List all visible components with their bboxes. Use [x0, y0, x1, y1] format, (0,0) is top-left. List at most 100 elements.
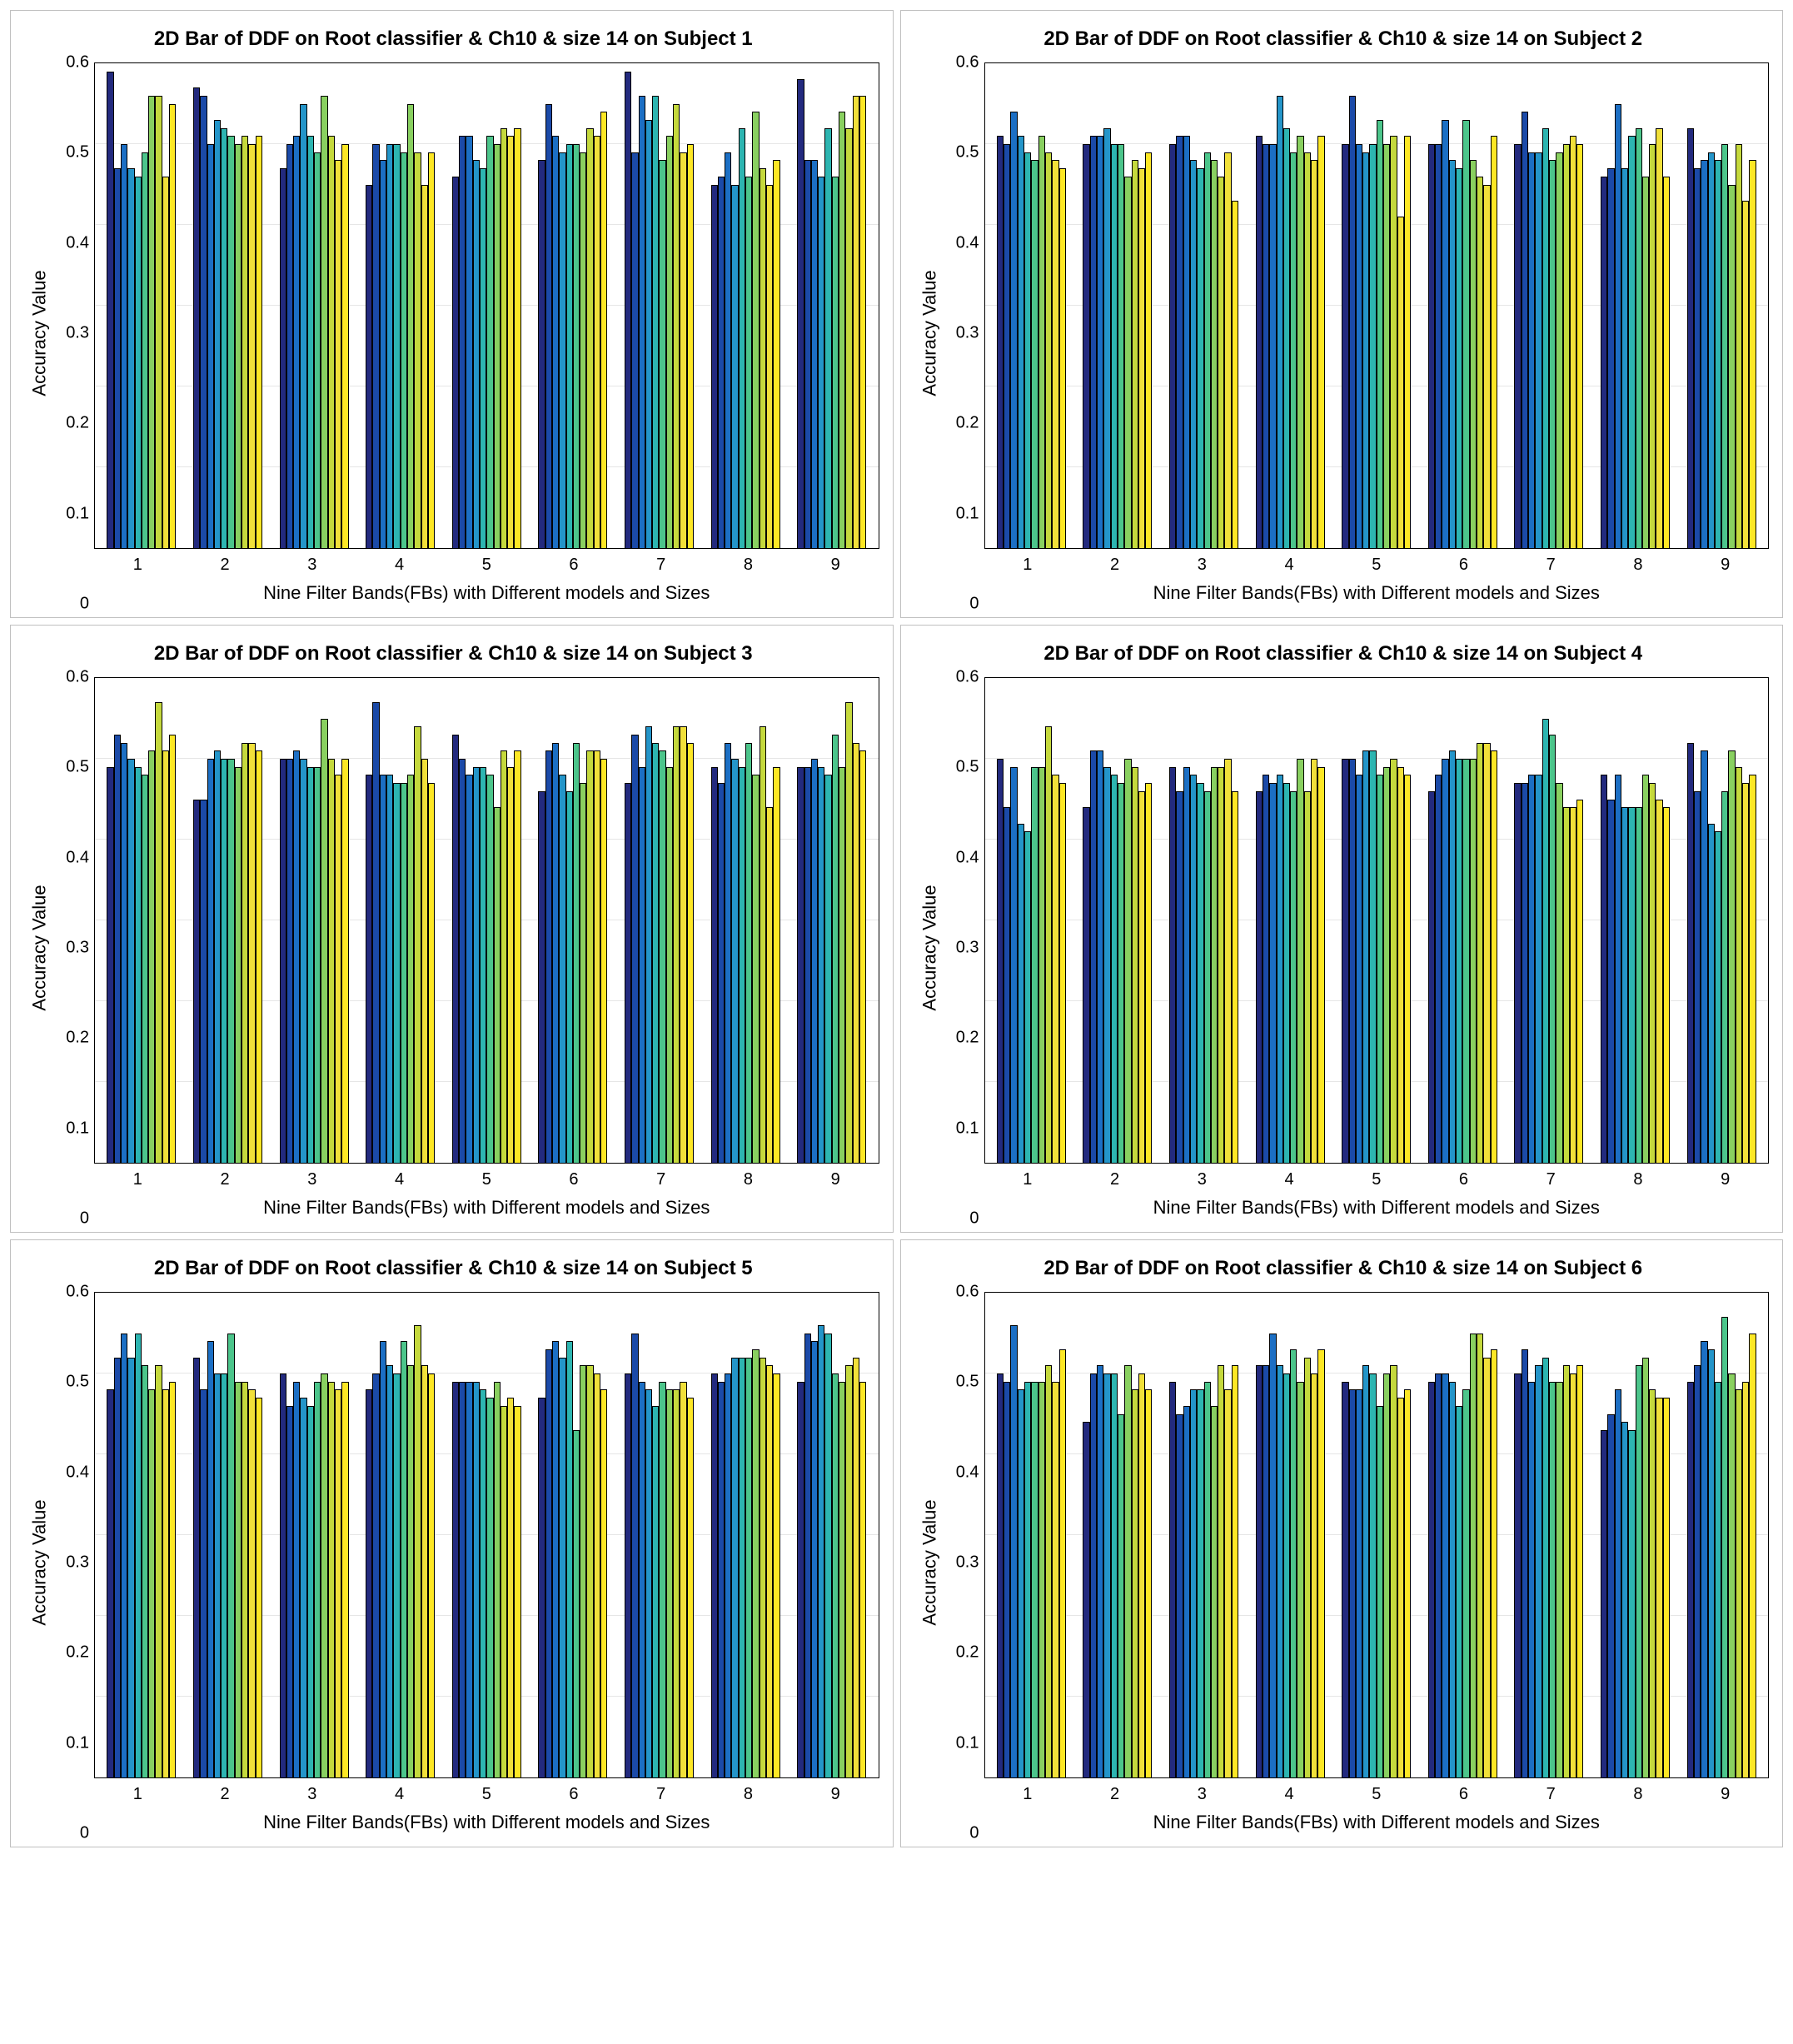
- bar: [1138, 791, 1145, 1163]
- bar: [1190, 1389, 1197, 1777]
- bar: [1103, 767, 1110, 1163]
- bar: [1362, 750, 1369, 1163]
- bar: [1428, 144, 1435, 548]
- x-axis-label: Nine Filter Bands(FBs) with Different mo…: [94, 582, 879, 604]
- subplot-panel-1: 2D Bar of DDF on Root classifier & Ch10 …: [10, 10, 894, 618]
- bar: [1263, 1365, 1269, 1777]
- bar: [853, 96, 859, 548]
- x-tick-label: 4: [395, 556, 404, 575]
- x-tick-label: 1: [1023, 556, 1032, 575]
- bar: [1277, 775, 1283, 1163]
- bar: [1449, 750, 1456, 1163]
- bar: [341, 1382, 348, 1777]
- bar: [393, 144, 400, 548]
- chart-title: 2D Bar of DDF on Root classifier & Ch10 …: [918, 1257, 1770, 1280]
- bar: [1197, 783, 1203, 1163]
- bar: [286, 759, 293, 1163]
- bar: [625, 72, 631, 548]
- bar: [414, 726, 421, 1163]
- bar: [1232, 201, 1238, 548]
- bar: [286, 144, 293, 548]
- bar: [421, 759, 428, 1163]
- bar: [1256, 136, 1263, 548]
- bar: [573, 144, 580, 548]
- x-tick-label: 5: [482, 1170, 491, 1189]
- bar: [745, 177, 752, 548]
- bar: [1377, 775, 1383, 1163]
- bars-layer: [985, 63, 1769, 548]
- bar: [839, 112, 845, 548]
- bar: [107, 72, 113, 548]
- bar: [1663, 177, 1670, 548]
- y-tick-label: 0.4: [956, 848, 979, 867]
- bar: [366, 775, 372, 1163]
- bar: [314, 1382, 321, 1777]
- bar: [1601, 1430, 1607, 1777]
- plot-wrapper: 123456789Nine Filter Bands(FBs) with Dif…: [94, 62, 879, 604]
- bar: [1701, 160, 1707, 548]
- bar: [1349, 759, 1356, 1163]
- bar: [107, 1389, 113, 1777]
- bar: [1470, 1334, 1477, 1778]
- bar: [845, 128, 852, 548]
- bar: [1283, 1373, 1290, 1777]
- bar: [286, 1406, 293, 1777]
- bar: [1211, 767, 1218, 1163]
- y-axis-label: Accuracy Value: [29, 270, 51, 396]
- bar: [452, 1382, 459, 1777]
- y-tick-label: 0.4: [956, 1463, 979, 1482]
- bars-layer: [95, 1293, 879, 1777]
- bar: [804, 1334, 811, 1778]
- bar-group: [1506, 63, 1592, 548]
- bar: [1045, 152, 1052, 548]
- bar-group: [271, 63, 357, 548]
- bar: [804, 160, 811, 548]
- bar: [652, 1406, 659, 1777]
- bar: [248, 743, 255, 1163]
- bar: [760, 168, 766, 548]
- bar: [1397, 1398, 1404, 1777]
- bar: [1183, 767, 1190, 1163]
- x-axis-label: Nine Filter Bands(FBs) with Different mo…: [984, 1197, 1770, 1219]
- bar: [1176, 1414, 1183, 1778]
- bar: [501, 750, 507, 1163]
- bar: [1052, 1382, 1058, 1777]
- bar: [804, 767, 811, 1163]
- bar: [538, 791, 545, 1163]
- x-tick-label: 6: [569, 1785, 578, 1804]
- bar: [1601, 775, 1607, 1163]
- bar: [480, 168, 486, 548]
- bar: [1435, 1373, 1442, 1777]
- bar: [480, 767, 486, 1163]
- bar: [494, 807, 501, 1163]
- bar: [766, 807, 773, 1163]
- bar: [1118, 144, 1124, 548]
- bar: [1397, 767, 1404, 1163]
- bar: [127, 1358, 134, 1777]
- y-tick-label: 0.3: [66, 324, 89, 343]
- bar: [452, 177, 459, 548]
- bar: [1514, 144, 1521, 548]
- bar-group: [616, 63, 703, 548]
- bar: [1715, 1382, 1721, 1777]
- bar: [466, 775, 472, 1163]
- x-tick-label: 5: [1372, 1785, 1381, 1804]
- bar: [452, 735, 459, 1163]
- bar: [1522, 112, 1528, 548]
- y-axis: 00.10.20.30.40.50.6: [943, 62, 984, 604]
- bar: [214, 1373, 221, 1777]
- bar: [114, 1358, 121, 1777]
- bar: [221, 1373, 227, 1777]
- bar: [200, 96, 207, 548]
- bar: [1145, 783, 1152, 1163]
- bar: [1649, 144, 1656, 548]
- bar: [1349, 1389, 1356, 1777]
- bar: [1190, 775, 1197, 1163]
- bar: [1570, 136, 1576, 548]
- bar: [1277, 1365, 1283, 1777]
- x-tick-label: 3: [307, 556, 316, 575]
- bar: [1428, 791, 1435, 1163]
- bar: [559, 152, 565, 548]
- y-tick-label: 0.5: [956, 143, 979, 162]
- bar: [1477, 1334, 1483, 1778]
